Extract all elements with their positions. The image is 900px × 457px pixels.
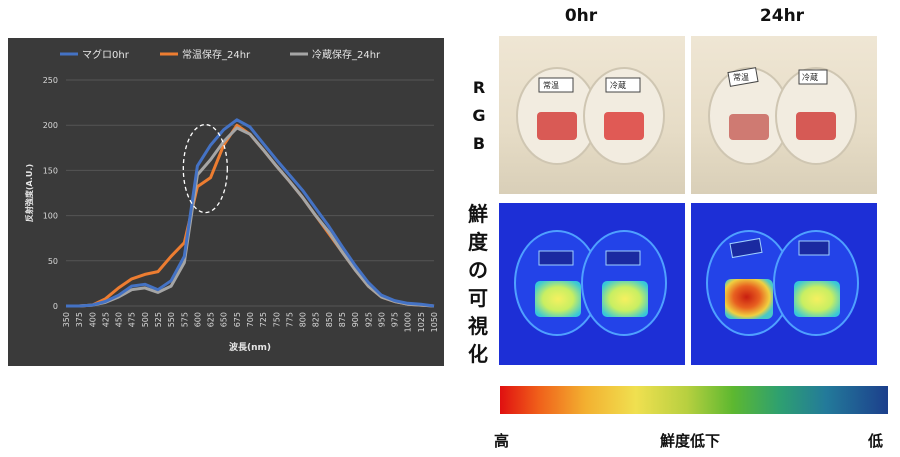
x-tick-label: 1000 <box>404 312 413 332</box>
freshness-image-24hr-drawing <box>706 230 859 336</box>
tag-fridge-0hr: 冷蔵 <box>610 81 626 90</box>
x-tick-label: 875 <box>338 312 347 327</box>
y-tick-label: 250 <box>43 76 58 85</box>
colorbar-low-label: 低 <box>868 432 884 450</box>
x-tick-label: 825 <box>312 312 321 327</box>
x-tick-label: 900 <box>351 312 360 327</box>
rgb-photo-24hr: 常温 冷蔵 <box>691 36 877 194</box>
colorbar-high-label: 高 <box>494 432 510 450</box>
rgb-photo-0hr: 常温 冷蔵 <box>499 36 685 194</box>
tag-fridge-24hr: 冷蔵 <box>802 73 818 82</box>
tag-room-0hr: 常温 <box>543 81 559 90</box>
freshness-colorbar <box>500 386 888 414</box>
hs-label-5: 視 <box>468 314 488 338</box>
x-tick-label: 1025 <box>417 312 426 332</box>
y-tick-label: 100 <box>43 212 58 221</box>
x-tick-label: 675 <box>233 312 242 327</box>
x-tick-label: 750 <box>272 312 281 327</box>
x-tick-label: 550 <box>167 312 176 327</box>
x-tick-label: 700 <box>246 312 255 327</box>
hs-label-1: 鮮 <box>468 202 488 226</box>
header-24hr: 24hr <box>759 6 805 26</box>
x-tick-label: 500 <box>141 312 150 327</box>
y-tick-label: 0 <box>53 302 58 311</box>
x-tick-label: 375 <box>75 312 84 327</box>
x-tick-label: 650 <box>220 312 229 327</box>
freshness-image-0hr-drawing <box>514 230 667 336</box>
spectrum-chart: 0 50 100 150 200 250 350 375 400 425 450 475 500 525 5… <box>8 38 444 366</box>
x-tick-label: 400 <box>88 312 97 327</box>
colorbar-center-label: 鮮度低下 <box>660 432 721 450</box>
x-tick-label: 850 <box>325 312 334 327</box>
x-tick-label: 425 <box>101 312 110 327</box>
chart-svg: 0 50 100 150 200 250 350 375 400 425 450 475 500 525 5… <box>24 48 439 353</box>
hs-label-3: の <box>468 258 488 282</box>
series-line <box>66 118 435 308</box>
x-tick-label: 975 <box>391 312 400 327</box>
x-tick-label: 600 <box>193 312 202 327</box>
rgb-label-g: G <box>472 106 486 125</box>
x-tick-label: 800 <box>299 312 308 327</box>
rgb-label-b: B <box>472 134 486 153</box>
freshness-image-24hr <box>691 203 877 365</box>
rgb-label-r: R <box>472 78 486 97</box>
x-tick-label: 450 <box>115 312 124 327</box>
x-tick-label: 350 <box>62 312 71 327</box>
y-tick-label: 50 <box>48 257 58 266</box>
legend-label: マグロ0hr <box>82 48 130 61</box>
highlight-ellipse <box>182 123 228 214</box>
hs-label-2: 度 <box>468 230 488 254</box>
series-line <box>66 126 435 308</box>
hs-label-6: 化 <box>468 342 488 366</box>
legend-label: 常温保存_24hr <box>182 48 251 61</box>
x-tick-label: 950 <box>377 312 386 327</box>
header-0hr: 0hr <box>564 6 598 26</box>
x-axis-label: 波長(nm) <box>229 341 271 353</box>
x-tick-label: 575 <box>180 312 189 327</box>
hs-label-4: 可 <box>468 286 488 310</box>
x-tick-label: 925 <box>364 312 373 327</box>
x-tick-label: 625 <box>207 312 216 327</box>
freshness-image-0hr <box>499 203 685 365</box>
legend-label: 冷蔵保存_24hr <box>312 48 381 61</box>
y-tick-label: 150 <box>43 166 58 175</box>
rgb-photo-0hr-drawing <box>516 67 665 165</box>
y-tick-label: 200 <box>43 121 58 130</box>
tag-room-24hr: 常温 <box>733 73 749 82</box>
rgb-photo-24hr-drawing <box>708 67 857 165</box>
y-axis-label: 反射強度(A.U.) <box>24 164 34 222</box>
x-tick-label: 775 <box>285 312 294 327</box>
x-tick-label: 725 <box>259 312 268 327</box>
x-tick-label: 475 <box>128 312 137 327</box>
x-tick-label: 1050 <box>430 312 439 332</box>
x-tick-label: 525 <box>154 312 163 327</box>
